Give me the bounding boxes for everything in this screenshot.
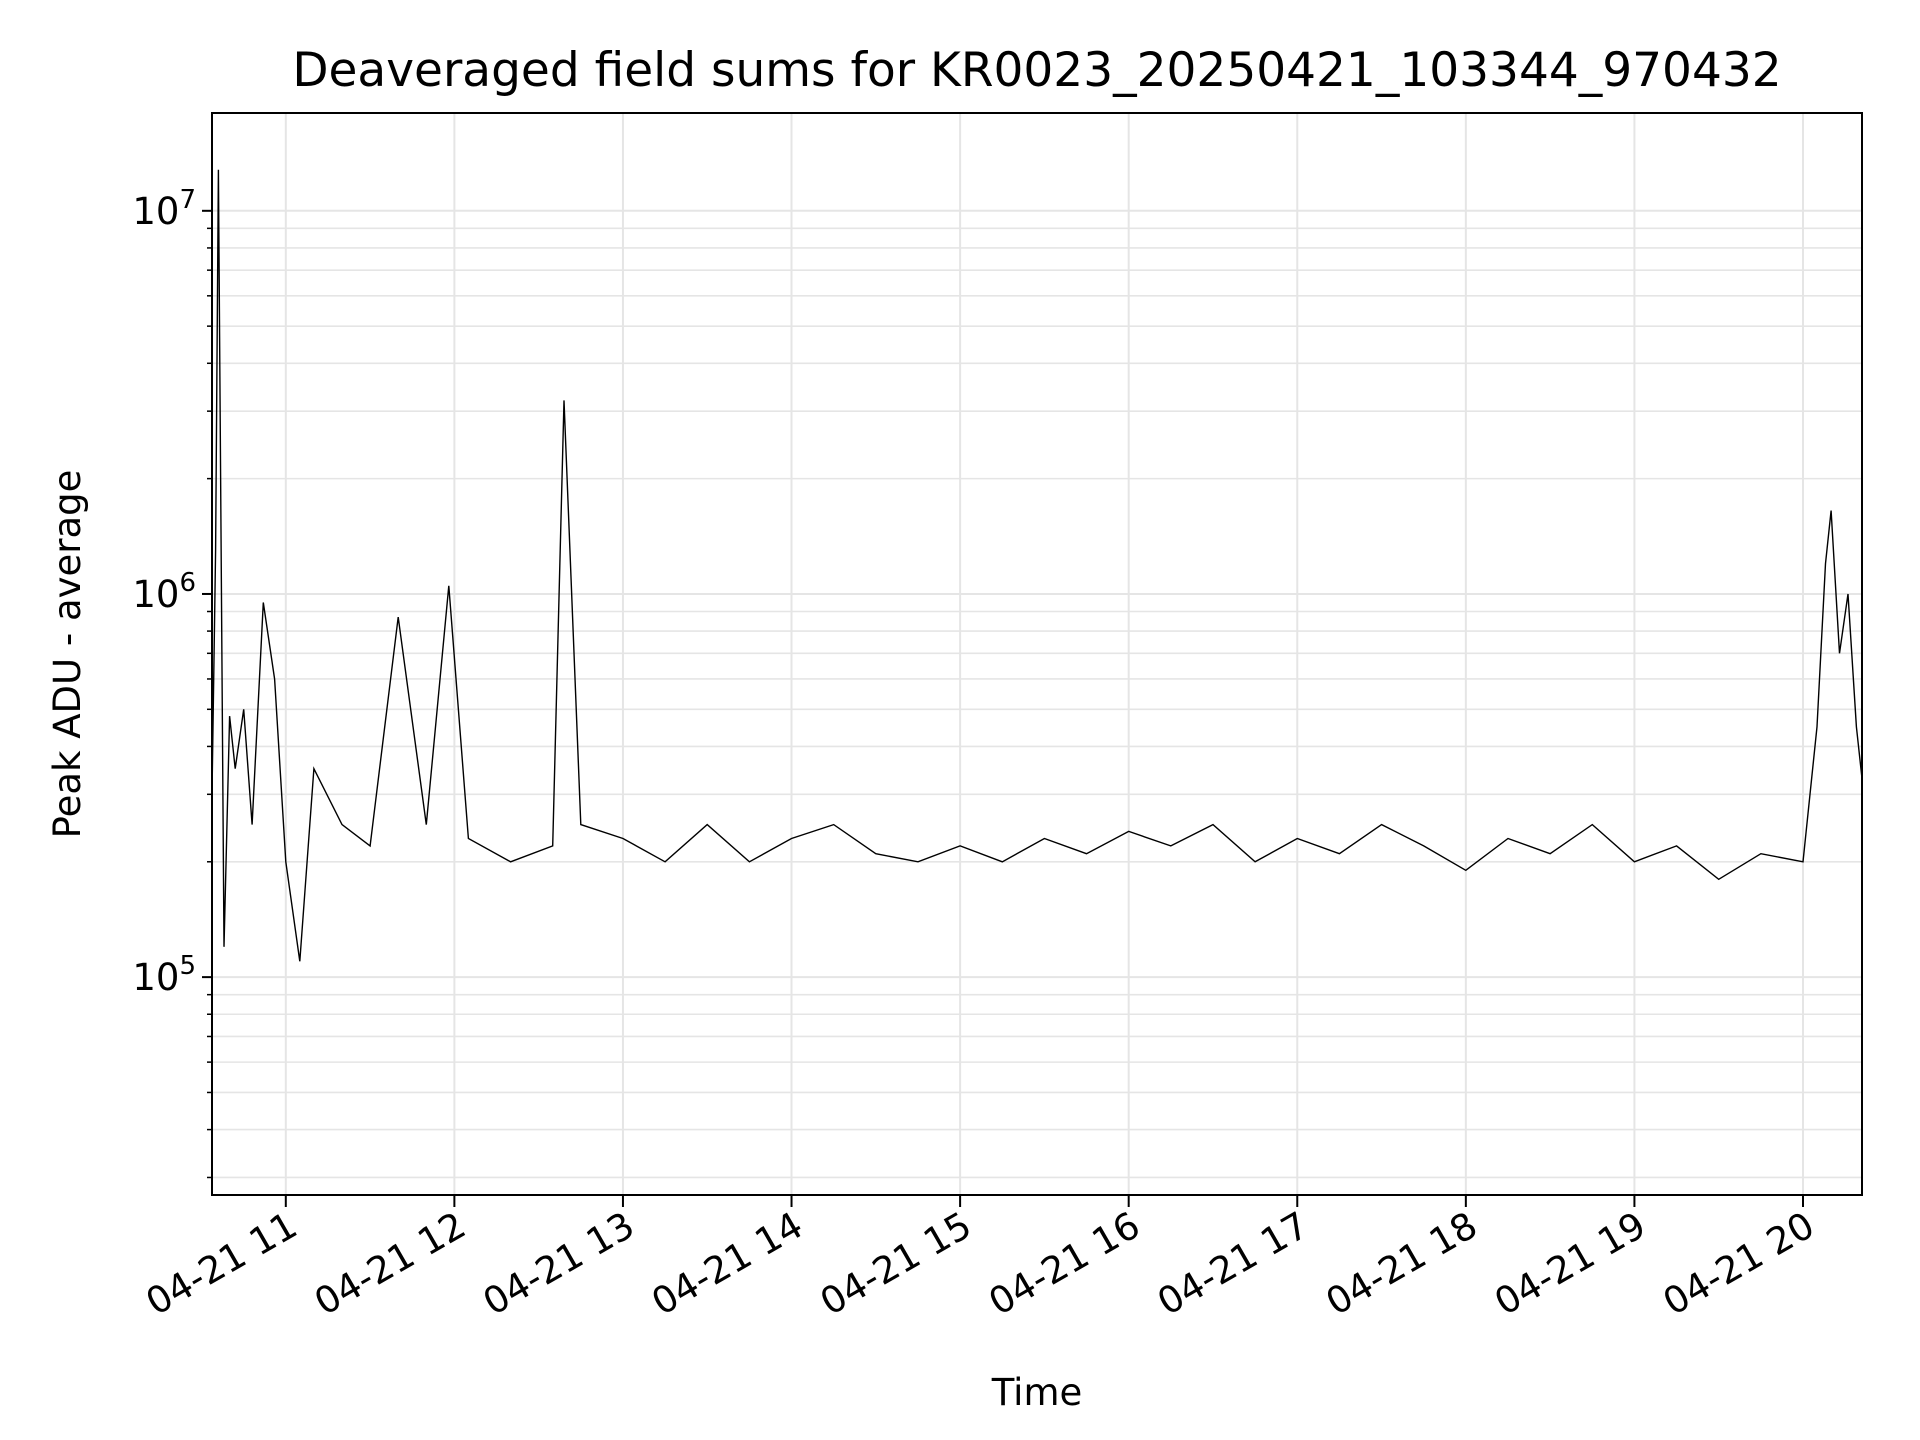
chart-title: Deaveraged field sums for KR0023_2025042… bbox=[292, 43, 1781, 98]
y-axis-label: Peak ADU - average bbox=[46, 470, 89, 839]
y-tick-label: 105 bbox=[132, 951, 196, 999]
y-axis-ticks: 105 106 107 bbox=[132, 185, 212, 1179]
y-tick-label: 107 bbox=[132, 185, 196, 233]
series-group bbox=[211, 169, 1863, 962]
grid bbox=[212, 113, 1862, 1195]
series-line-0 bbox=[211, 169, 1863, 962]
x-axis-label: Time bbox=[991, 1371, 1083, 1414]
y-tick-label: 106 bbox=[132, 568, 196, 616]
